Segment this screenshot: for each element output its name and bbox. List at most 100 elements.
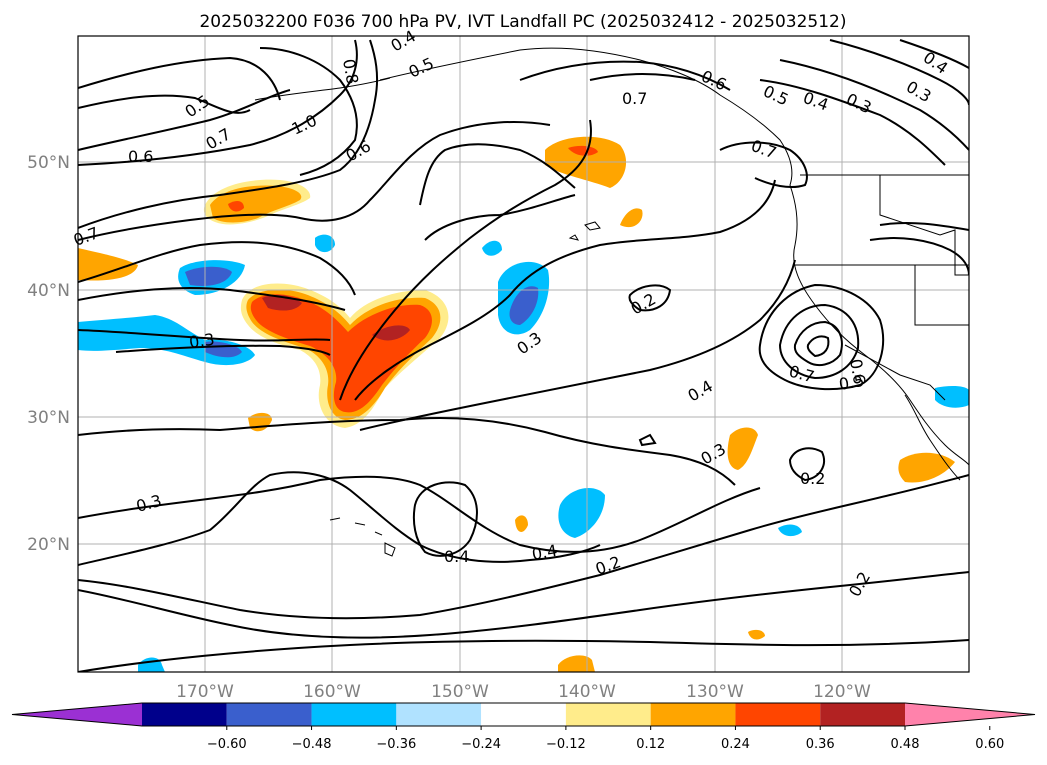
colorbar-tick-label: 0.36 — [806, 737, 835, 752]
north-american-coastline — [379, 47, 969, 466]
colorbar-tick-label: 0.12 — [636, 737, 665, 752]
latitude-labels: 50°N 40°N 30°N 20°N — [27, 153, 70, 555]
shaded-pv-field — [78, 136, 969, 672]
lat-label: 50°N — [27, 153, 70, 173]
contour-0.3-central — [339, 119, 592, 401]
contour-0.2-south — [78, 474, 969, 620]
colorbar-segment — [735, 703, 821, 726]
contour-0.7-bc — [719, 141, 808, 188]
lon-label: 140°W — [558, 682, 616, 702]
contour-0.5-north — [78, 56, 281, 101]
hawaiian-islands — [329, 517, 396, 557]
positive-anomaly-nw-core — [228, 200, 244, 212]
contour-0.2-south-east — [788, 447, 825, 482]
negative-anomaly-small-2 — [482, 240, 502, 256]
colorbar-extend-high — [905, 703, 1035, 726]
map-frame — [77, 35, 970, 673]
contour-0.3-south — [78, 417, 736, 486]
negative-anomaly-east-central-core — [509, 286, 539, 325]
colorbar-tick-label: −0.36 — [376, 737, 416, 752]
contour-label: 0.5 — [837, 371, 865, 394]
contour-0.7-mid — [78, 121, 551, 241]
colorbar-segment — [820, 703, 905, 726]
positive-anomaly-gulf-alaska-core — [568, 145, 598, 156]
contour-label: 0.8 — [339, 57, 362, 85]
positive-anomaly-central-strong — [250, 294, 432, 413]
contour-small — [638, 433, 657, 447]
colorbar-segment — [396, 703, 482, 726]
colorbar-segment — [481, 703, 566, 726]
contour-label: 0.4 — [530, 541, 558, 564]
contour-0.1-south — [78, 639, 969, 672]
contour-label: 0.4 — [444, 547, 469, 566]
positive-anomaly-central-core-2 — [372, 325, 410, 341]
negative-anomaly-small-3 — [778, 524, 802, 537]
state-boundary-1 — [879, 175, 969, 276]
lat-label: 40°N — [27, 281, 70, 301]
lon-label: 150°W — [431, 682, 489, 702]
negative-anomaly-south — [558, 487, 605, 538]
lon-label: 160°W — [303, 682, 361, 702]
contour-0.8 — [259, 47, 358, 176]
negative-anomaly-small-1 — [315, 234, 335, 253]
colorbar-extend-low — [12, 703, 142, 726]
contour-0.3-west — [115, 344, 331, 356]
colorbar-tick-label: 0.60 — [975, 737, 1004, 752]
small-islands — [568, 221, 601, 241]
contour-0.3-east-a — [879, 221, 969, 231]
colorbar-segment — [311, 703, 397, 726]
contour-0.3-east — [354, 179, 776, 401]
mexico-border — [844, 344, 946, 401]
contour-0.4-ne-b — [899, 39, 969, 69]
contour-0.6-mid — [78, 39, 379, 229]
baja-california — [904, 394, 961, 481]
state-boundary-3 — [914, 265, 969, 326]
contour-label: 0.6 — [128, 147, 153, 166]
lon-label: 130°W — [686, 682, 744, 702]
positive-anomaly-nw — [210, 185, 302, 223]
contour-0.5-ne — [759, 79, 946, 166]
contour-label: 0.6 — [846, 357, 869, 385]
contour-0.4-south — [78, 471, 601, 566]
contour-0.2-east-a — [869, 237, 969, 276]
colorbar-tick-label: 0.24 — [721, 737, 750, 752]
colorbar: −0.60 −0.48 −0.36 −0.24 −0.12 0.12 0.24 0.36 0.4… — [11, 702, 1036, 752]
colorbar-tick-label: −0.60 — [207, 737, 247, 752]
contour-0.5-california — [793, 320, 843, 367]
contour-label: 0.7 — [622, 89, 647, 108]
contour-0.3-california — [758, 283, 885, 391]
contour-0.4-california — [778, 303, 860, 380]
contour-0.5-central — [424, 194, 576, 241]
lat-label: 30°N — [27, 408, 70, 428]
colorbar-segment — [650, 703, 736, 726]
aleutian-islands — [254, 77, 391, 101]
colorbar-tick-label: −0.12 — [546, 737, 586, 752]
coastlines — [254, 47, 969, 557]
contour-0.3-south-b — [78, 475, 761, 553]
colorbar-segment — [226, 703, 312, 726]
grid-lines — [78, 36, 969, 672]
contour-0.4-ring — [412, 481, 478, 557]
ivt-contours — [78, 39, 969, 672]
contour-0.7-california — [806, 335, 830, 358]
colorbar-segment — [565, 703, 651, 726]
colorbar-tick-label: −0.48 — [292, 737, 332, 752]
positive-anomaly-small-1 — [620, 208, 643, 228]
colorbar-tick-label: 0.48 — [891, 737, 920, 752]
contour-0.4-ne — [779, 59, 969, 151]
lon-label: 170°W — [176, 682, 234, 702]
contour-0.2-south-b — [78, 571, 969, 639]
positive-anomaly-baja — [898, 452, 955, 483]
contour-0.6-west — [78, 241, 356, 296]
contour-label: 0.3 — [188, 330, 216, 352]
contour-label: 0.2 — [800, 469, 825, 488]
contour-0.4-west — [78, 329, 331, 342]
contour-0.2-center — [628, 284, 672, 312]
lon-label: 120°W — [813, 682, 871, 702]
contour-0.3-ne — [829, 39, 969, 106]
negative-anomaly-nw-core — [185, 266, 232, 286]
contour-0.4-central — [419, 143, 576, 206]
lat-label: 20°N — [27, 535, 70, 555]
contour-0.6-gulf — [589, 73, 696, 81]
